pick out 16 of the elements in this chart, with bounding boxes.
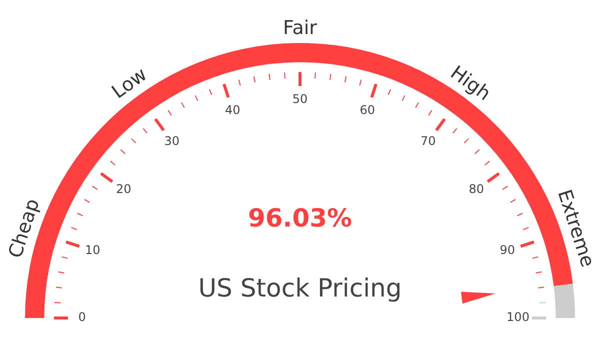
text: 10 xyxy=(85,242,100,257)
text: 30 xyxy=(164,134,180,148)
text: 50 xyxy=(292,92,308,106)
text: Low xyxy=(108,63,152,104)
text: 90 xyxy=(500,242,515,257)
text: 60 xyxy=(360,102,376,117)
text: 0 xyxy=(78,310,86,324)
text: 80 xyxy=(468,182,484,196)
text: Fair xyxy=(283,16,318,39)
text: Cheap xyxy=(4,196,44,261)
data-label: 96.03% xyxy=(248,204,352,232)
text: 100 xyxy=(506,310,530,324)
text: 70 xyxy=(420,134,436,148)
text: US Stock Pricing xyxy=(198,274,402,302)
text: 20 xyxy=(116,182,132,196)
text: 40 xyxy=(224,102,240,117)
